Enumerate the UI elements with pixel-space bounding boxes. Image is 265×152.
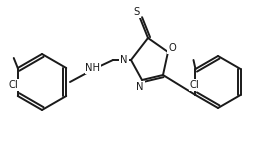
Text: Cl: Cl	[9, 80, 19, 90]
Text: O: O	[168, 43, 176, 53]
Text: S: S	[134, 7, 140, 17]
Text: NH: NH	[86, 63, 100, 73]
Text: N: N	[136, 82, 144, 92]
Text: Cl: Cl	[190, 80, 199, 90]
Text: N: N	[120, 55, 128, 65]
